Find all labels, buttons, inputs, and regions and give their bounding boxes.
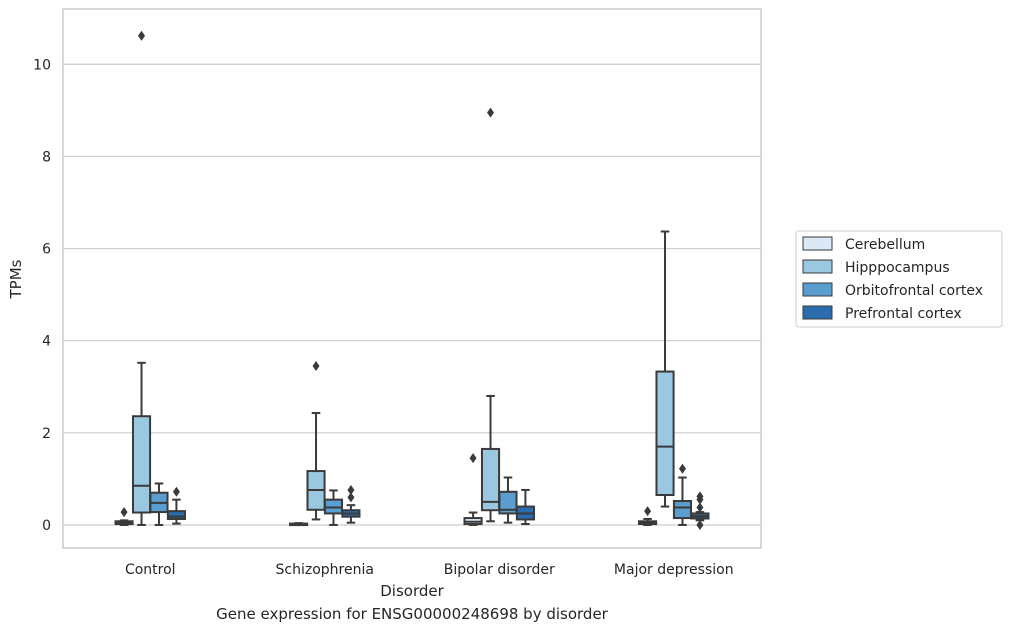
x-tick-label: Bipolar disorder (444, 562, 555, 578)
box-body (672, 500, 693, 520)
chart-caption: Gene expression for ENSG00000248698 by d… (216, 605, 608, 623)
outlier-marker (644, 506, 652, 517)
outlier-marker (469, 453, 477, 464)
legend: Cerebellum Hipppocampus Orbitofrontal cort… (795, 230, 1003, 328)
outlier-marker (696, 519, 704, 530)
x-axis-label: Disorder (380, 582, 444, 600)
plot-frame (62, 8, 762, 549)
outlier-marker (312, 361, 320, 372)
x-tick-label: Major depression (614, 562, 734, 578)
y-tick-label: 2 (42, 426, 51, 442)
outlier-marker (172, 486, 180, 497)
outlier-marker (347, 484, 355, 495)
box-3-3 (690, 491, 710, 530)
y-tick-label: 0 (42, 518, 51, 534)
legend-swatch (802, 282, 833, 297)
outlier-marker (696, 491, 704, 502)
box-body (166, 510, 186, 520)
legend-box (795, 230, 1003, 328)
box-body (498, 490, 518, 515)
box-2-2 (498, 476, 518, 524)
outlier-marker (678, 463, 686, 474)
box-3-0 (166, 486, 186, 525)
box-2-1 (323, 489, 344, 526)
legend-entry-label: Hipppocampus (845, 260, 950, 276)
legend-entry-label: Prefrontal cortex (845, 306, 962, 322)
legend-swatch (802, 305, 833, 320)
y-axis-label: TPMs (7, 259, 25, 299)
x-tick-label: Schizophrenia (276, 562, 374, 578)
legend-swatch (802, 259, 833, 274)
outlier-marker (696, 502, 704, 513)
box-1-1 (306, 361, 326, 521)
plot-border (62, 8, 762, 549)
box-1-3 (655, 230, 675, 508)
box-0-1 (289, 522, 309, 527)
box-body (655, 370, 675, 497)
box-body (131, 415, 152, 514)
box-1-0 (131, 30, 152, 526)
box-3-1 (341, 484, 361, 524)
legend-entry-label: Orbitofrontal cortex (845, 283, 983, 299)
outlier-marker (120, 507, 128, 518)
box-0-0 (114, 507, 134, 526)
y-tick-label: 8 (42, 149, 51, 165)
y-tick-label: 6 (42, 242, 51, 258)
legend-swatch (802, 236, 833, 251)
y-tick-label: 10 (33, 57, 51, 73)
box-2-0 (149, 482, 169, 526)
box-body (480, 447, 501, 512)
box-0-2 (463, 453, 483, 526)
legend-entry-label: Cerebellum (845, 237, 925, 253)
box-0-3 (638, 506, 658, 526)
x-tick-label: Control (125, 562, 176, 578)
box-2-3 (672, 463, 693, 526)
outlier-marker (347, 492, 355, 503)
y-tick-label: 4 (42, 334, 51, 350)
outlier-marker (138, 30, 146, 41)
outlier-marker (487, 107, 495, 118)
box-1-2 (480, 107, 501, 523)
box-3-2 (515, 488, 535, 526)
axis-ticks: 0 2 4 6 8 10 Control Schizophrenia Bipolar disor… (33, 57, 733, 578)
boxes (114, 30, 710, 530)
